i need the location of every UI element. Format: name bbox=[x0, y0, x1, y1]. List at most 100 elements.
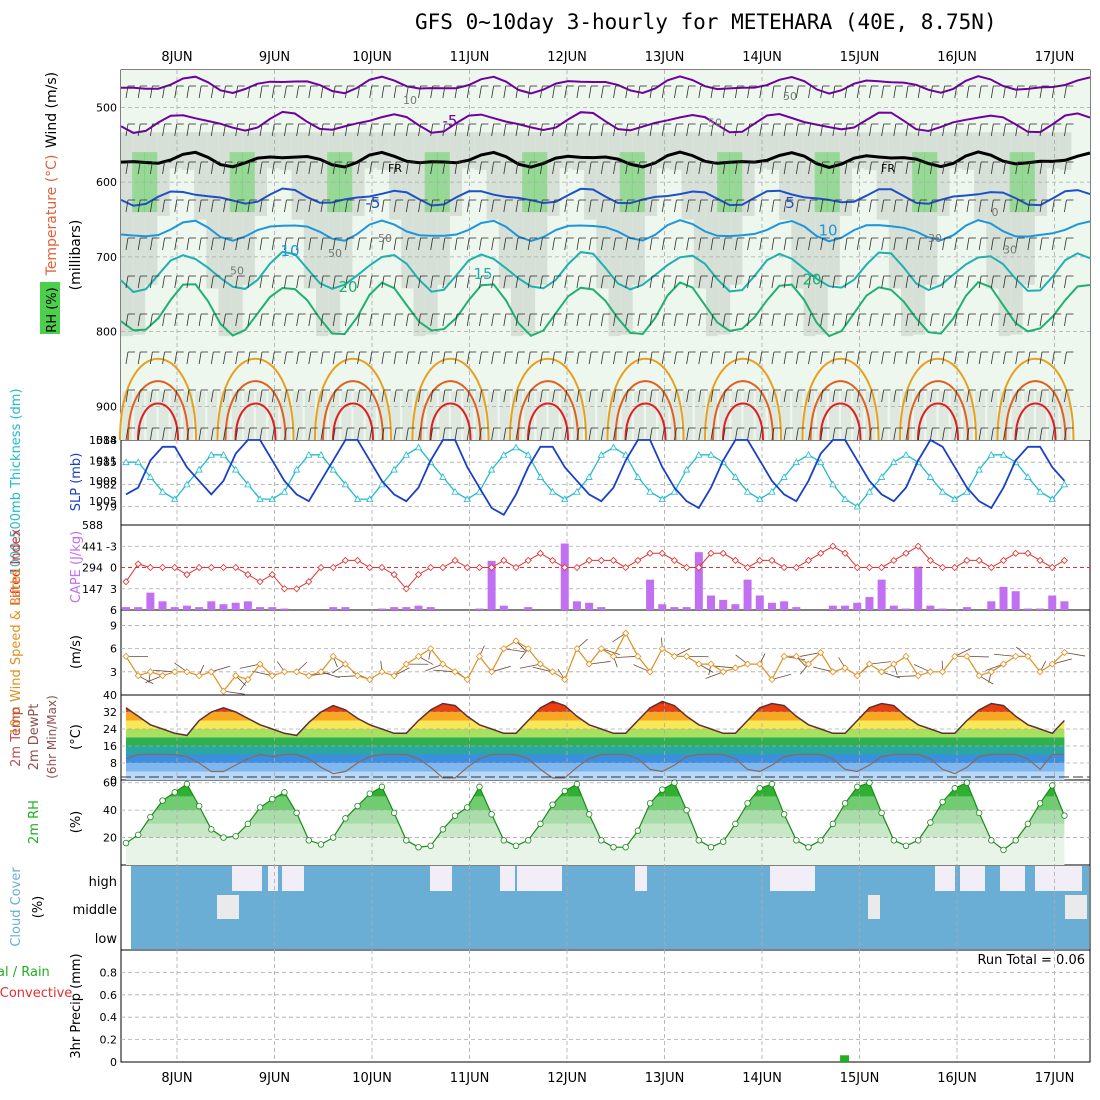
wind-barb bbox=[759, 427, 769, 441]
wind-barb bbox=[125, 237, 135, 251]
rh-shade bbox=[498, 132, 511, 289]
wind-barb bbox=[990, 123, 1001, 137]
data-point bbox=[768, 487, 776, 495]
data-point bbox=[914, 672, 922, 680]
wind-barb bbox=[1003, 313, 1013, 327]
wind-barb bbox=[661, 85, 672, 99]
wind-barb bbox=[503, 237, 513, 251]
wind-barb bbox=[271, 161, 282, 175]
wind-barb bbox=[259, 427, 270, 441]
wind-barb bbox=[357, 389, 367, 403]
cape-bar bbox=[560, 543, 569, 610]
data-point bbox=[134, 831, 142, 839]
data-point bbox=[487, 465, 496, 473]
wind-barb bbox=[210, 123, 221, 137]
cape-bar bbox=[926, 605, 935, 610]
wind-barb bbox=[454, 199, 465, 213]
wind-barb bbox=[576, 161, 586, 175]
wind-barb bbox=[344, 389, 355, 403]
data-point bbox=[1012, 837, 1019, 844]
temperature-arch bbox=[332, 402, 374, 441]
data-point bbox=[500, 645, 508, 653]
wind-barb bbox=[942, 85, 952, 99]
wind-barb bbox=[442, 199, 452, 213]
wind-barb bbox=[734, 351, 745, 365]
wind-barb bbox=[710, 313, 720, 327]
cloud-gap-high bbox=[935, 866, 955, 891]
rh-shade-low bbox=[1036, 391, 1047, 440]
wind-barb bbox=[247, 351, 257, 365]
cape-bar bbox=[987, 601, 996, 610]
cape-bar bbox=[1048, 595, 1057, 610]
data-point bbox=[987, 450, 995, 458]
temperature-band bbox=[126, 763, 1065, 772]
wind-barb bbox=[978, 427, 989, 441]
data-point bbox=[731, 556, 739, 564]
rh-shade bbox=[303, 132, 316, 289]
wind-barb bbox=[454, 161, 465, 175]
wind-barb bbox=[320, 123, 330, 137]
wind-barb bbox=[174, 199, 184, 213]
wind-barb bbox=[917, 275, 928, 289]
rh-shade bbox=[364, 132, 377, 169]
wind-barb bbox=[820, 237, 830, 251]
wind-barb bbox=[320, 389, 330, 403]
rh-shade-low bbox=[304, 391, 315, 440]
wind-barb bbox=[698, 85, 708, 99]
data-point bbox=[183, 480, 191, 488]
wind-barb bbox=[223, 275, 233, 289]
wind-barb bbox=[125, 275, 135, 289]
wind-barb bbox=[1015, 161, 1025, 175]
wind-barb bbox=[1051, 389, 1062, 403]
rh-shade-low bbox=[950, 391, 961, 440]
data-point bbox=[829, 480, 837, 488]
cape-bar bbox=[499, 605, 508, 610]
data-point bbox=[122, 578, 130, 586]
wind-barb bbox=[369, 161, 379, 175]
wind-barb bbox=[320, 351, 330, 365]
wind-barb bbox=[722, 313, 733, 327]
cape-bar bbox=[780, 601, 789, 610]
temperature-arch bbox=[137, 402, 179, 441]
slp-tick-label: 1011 bbox=[89, 454, 117, 467]
data-point bbox=[756, 660, 764, 668]
temp-tick-label: 0 bbox=[110, 774, 117, 787]
cape-bar bbox=[219, 604, 228, 610]
date-label-top: 9JUN bbox=[259, 50, 290, 65]
temperature-contour-label: 15 bbox=[473, 265, 492, 283]
wind-barb bbox=[722, 389, 733, 403]
data-point bbox=[841, 800, 849, 807]
wind-barb bbox=[1051, 237, 1062, 251]
rh-contour-label: 10 bbox=[403, 94, 417, 107]
data-point bbox=[524, 450, 532, 458]
data-point bbox=[207, 668, 215, 676]
rh-shade-low bbox=[767, 391, 778, 440]
wind-barb bbox=[929, 389, 940, 403]
data-point bbox=[390, 672, 398, 680]
wind-barb bbox=[381, 427, 391, 441]
wind-barb bbox=[235, 351, 245, 365]
temperature-contour bbox=[120, 250, 1091, 294]
wind-barb bbox=[284, 237, 294, 251]
wind-axis-label: 10m Wind Speed & Barbs bbox=[9, 569, 24, 736]
rh-shade-low bbox=[402, 391, 413, 440]
wind-barb bbox=[527, 237, 538, 251]
wind-barb bbox=[771, 313, 781, 327]
wind-barb bbox=[893, 351, 903, 365]
wind-barb bbox=[844, 237, 855, 251]
wind-barb bbox=[661, 389, 672, 403]
rh-shade bbox=[474, 132, 487, 170]
rh-shade-low bbox=[219, 391, 230, 440]
wind-barb bbox=[869, 351, 879, 365]
data-point bbox=[743, 563, 752, 572]
wind-barb bbox=[235, 161, 245, 175]
wind-barb bbox=[418, 427, 428, 441]
cape-tick-label: 441 bbox=[82, 540, 103, 553]
wind-barb bbox=[942, 275, 952, 289]
rh-shade-low bbox=[158, 391, 169, 440]
wind-barb bbox=[296, 351, 306, 365]
rh-shade bbox=[657, 132, 670, 169]
wind-barb bbox=[284, 123, 294, 137]
wind-barb bbox=[881, 275, 891, 289]
data-point bbox=[878, 668, 886, 676]
